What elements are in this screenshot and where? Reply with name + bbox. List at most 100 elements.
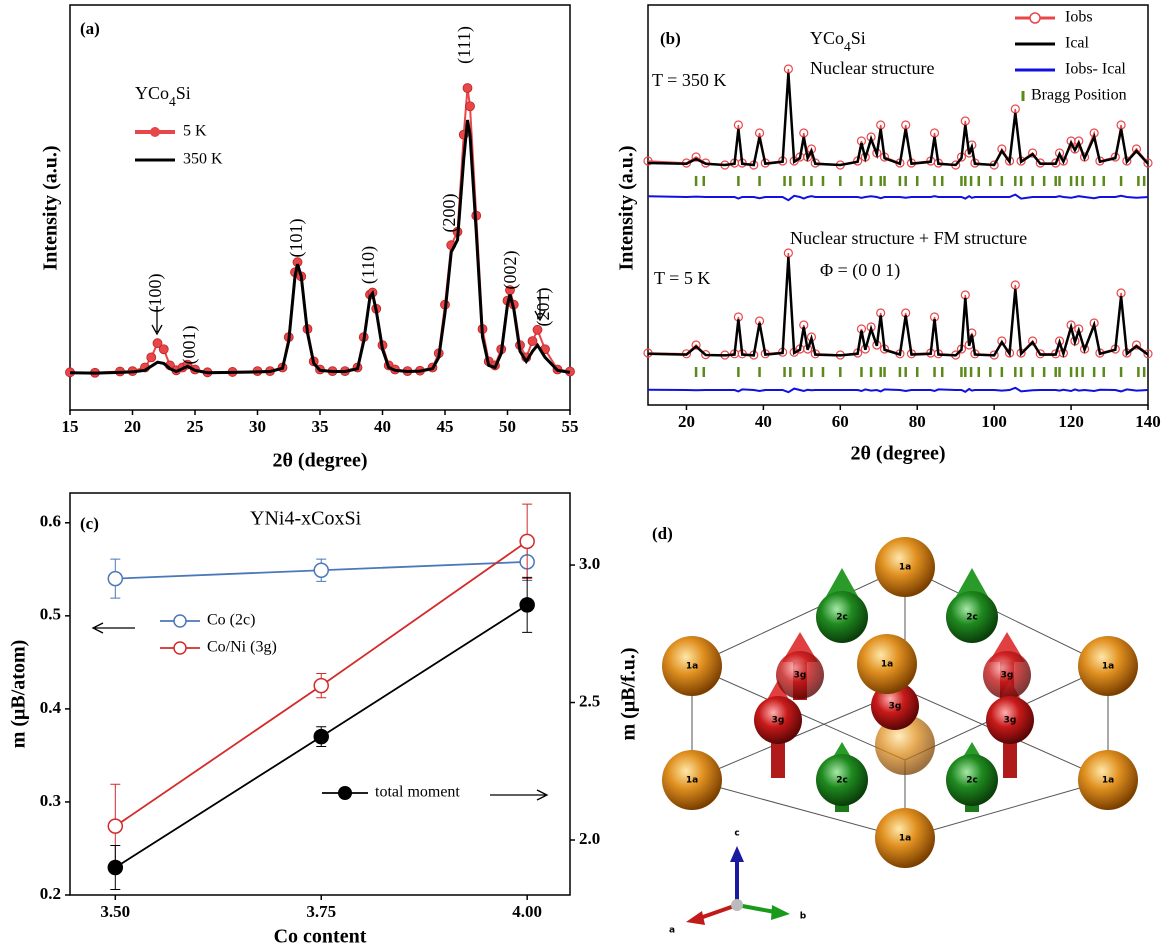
peak-label: (110): [358, 246, 379, 284]
site-label: 1a: [881, 660, 893, 670]
legend-marker: [338, 786, 352, 800]
arrow: [534, 290, 546, 322]
marker: [313, 677, 329, 694]
site-label: 1a: [899, 834, 911, 844]
plot-frame: [69, 492, 571, 896]
calculated-line: [647, 72, 1149, 167]
marker: [107, 818, 124, 834]
marker: [465, 101, 475, 112]
annotation: Nuclear structure: [810, 58, 934, 78]
x-axis-label: 2θ (degree): [272, 450, 367, 472]
observed-marker: [1028, 148, 1038, 158]
axes-triad: c a b: [669, 829, 807, 936]
marker: [152, 338, 163, 349]
legend-label: total moment: [375, 784, 460, 801]
legend-label: Iobs- Ical: [1065, 61, 1126, 78]
panel-label: (d): [652, 524, 673, 543]
observed-marker: [1070, 144, 1080, 154]
observed-marker: [691, 340, 701, 350]
line: [69, 119, 571, 375]
site-label: 1a: [899, 563, 911, 573]
x-tick-label: 4.00: [512, 902, 542, 921]
x-tick-label: 140: [1135, 412, 1161, 431]
arrow: [490, 789, 549, 801]
peak-label: (111): [454, 26, 475, 64]
plot-frame: [69, 4, 571, 411]
y2-axis-label: m (μB/f.u.): [618, 648, 640, 741]
observed-marker: [1131, 340, 1142, 350]
peak-label: (201): [533, 288, 554, 327]
calculated-line: [647, 256, 1149, 359]
y-tick-label: 0.5: [40, 605, 61, 624]
site-label: 2c: [966, 776, 978, 786]
annotation: Nuclear structure + FM structure: [790, 228, 1027, 248]
x-axis-label: Co content: [274, 926, 367, 948]
legend-label: Co (2c): [207, 612, 255, 629]
y2-tick-label: 3.0: [579, 554, 600, 573]
annotation: YCo4Si: [810, 28, 866, 53]
marker: [462, 83, 473, 93]
difference-line: [647, 386, 1149, 394]
site-label: 2c: [966, 613, 978, 623]
marker: [158, 344, 169, 355]
site-label: 3g: [889, 702, 902, 712]
marker: [313, 562, 329, 578]
y2-tick-label: 2.0: [579, 829, 600, 848]
x-tick-label: 55: [562, 417, 579, 436]
y-tick-label: 0.6: [40, 512, 61, 531]
peak-label: (100): [145, 274, 166, 313]
observed-marker: [1058, 156, 1068, 166]
annotation: YCo4Si: [135, 83, 191, 108]
legend-marker: [173, 614, 187, 628]
observed-marker: [1131, 144, 1142, 154]
annotation: T = 350 K: [652, 70, 726, 90]
site-label: 3g: [794, 671, 807, 681]
site-label: 3g: [1001, 671, 1014, 681]
crystal-structure: (d) 1a 1a 1a 1a 1a 1a 1a 2c 2c 2c 2c 3g …: [652, 524, 1138, 936]
x-tick-label: 120: [1058, 412, 1084, 431]
observed-marker: [1143, 349, 1153, 359]
legend-label: Co/Ni (3g): [207, 639, 277, 656]
observed-marker: [643, 156, 653, 166]
marker: [107, 859, 124, 876]
arrow: [151, 306, 163, 336]
site-label: 1a: [1102, 662, 1114, 672]
x-tick-label: 3.50: [100, 902, 130, 921]
arrow: [91, 622, 135, 634]
x-tick-label: 40: [374, 417, 391, 436]
panel-label: (a): [80, 19, 100, 38]
site-label: 1a: [1102, 776, 1114, 786]
x-tick-label: 60: [832, 412, 849, 431]
x-tick-label: 25: [187, 417, 204, 436]
peak-label: (002): [500, 251, 521, 290]
legend-label: 350 K: [183, 151, 223, 168]
y-axis-label: Intensity (a.u.): [40, 145, 62, 270]
site-label: 2c: [836, 776, 848, 786]
x-axis-label: 2θ (degree): [850, 443, 945, 465]
observed-marker: [1028, 336, 1038, 346]
panel-label: (c): [80, 514, 99, 533]
peak-label: (101): [286, 219, 307, 258]
site-label: 1a: [686, 776, 698, 786]
observed-marker: [1143, 158, 1153, 168]
x-tick-label: 40: [755, 412, 772, 431]
x-tick-label: 15: [62, 417, 79, 436]
plot-frame: [647, 4, 1149, 406]
x-tick-label: 80: [909, 412, 926, 431]
legend-label: Ical: [1065, 35, 1090, 52]
observed-marker: [691, 152, 701, 162]
x-tick-label: 45: [437, 417, 454, 436]
marker: [519, 597, 535, 613]
x-tick-label: 20: [124, 417, 141, 436]
site-label: 3g: [772, 716, 785, 726]
x-tick-label: 50: [499, 417, 516, 436]
peak-label: (200): [439, 194, 460, 233]
marker: [519, 533, 535, 550]
y-tick-label: 0.2: [40, 884, 61, 903]
axis-label: c: [734, 829, 739, 839]
site-label: 3g: [1004, 716, 1017, 726]
site-label: 2c: [836, 613, 848, 623]
legend-label: 5 K: [183, 123, 207, 140]
marker: [532, 324, 543, 335]
x-tick-label: 35: [312, 417, 329, 436]
